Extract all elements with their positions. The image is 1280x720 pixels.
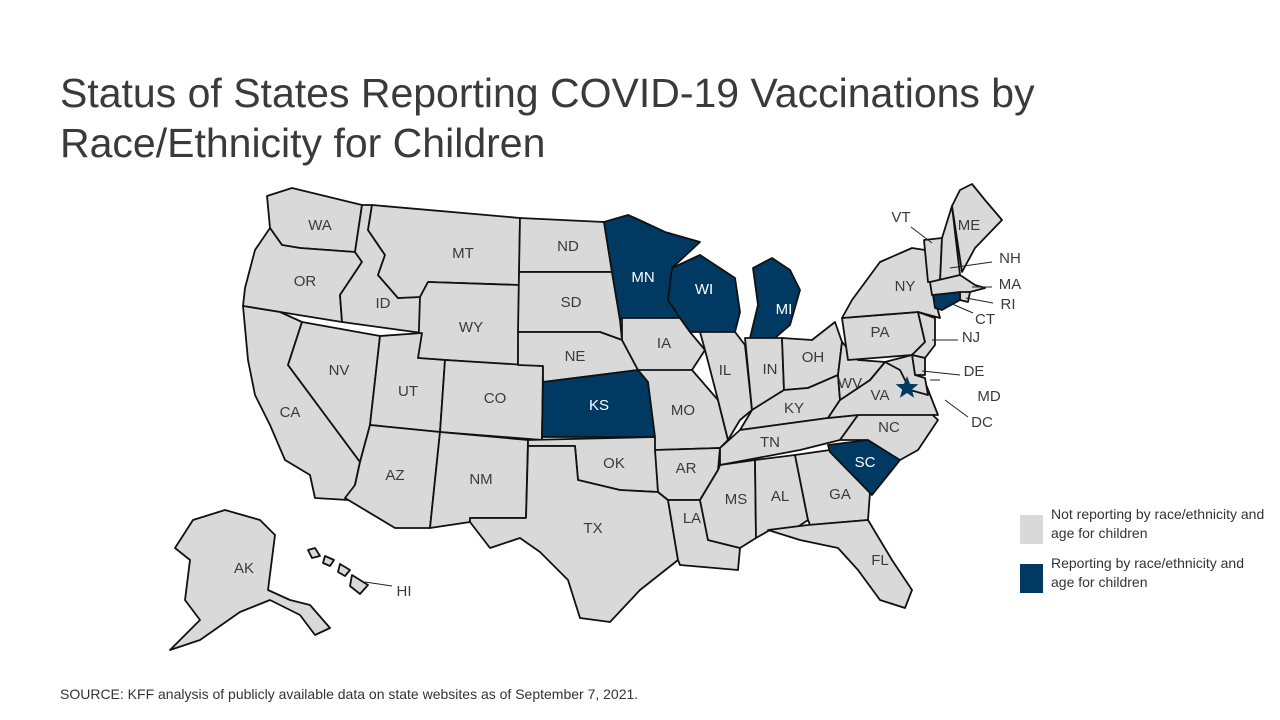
legend-label-not-reporting: Not reporting by race/ethnicity and age …: [1051, 506, 1265, 541]
state-label-de: DE: [964, 363, 985, 380]
state-label-ar: AR: [676, 460, 697, 477]
state-label-pa: PA: [871, 324, 890, 341]
state-mi: [749, 257, 801, 339]
state-label-il: IL: [719, 362, 732, 379]
state-label-tn: TN: [760, 434, 780, 451]
state-label-nv: NV: [329, 362, 350, 379]
state-label-nm: NM: [469, 471, 492, 488]
state-hi: [307, 547, 369, 595]
state-label-ak: AK: [234, 560, 254, 577]
source-note: SOURCE: KFF analysis of publicly availab…: [60, 686, 639, 702]
callout-line-ri: [965, 297, 994, 304]
state-il: [699, 331, 753, 441]
state-label-ri: RI: [1001, 296, 1016, 313]
state-label-wy: WY: [459, 319, 483, 336]
legend-swatch-reporting: [1020, 564, 1043, 593]
state-label-ma: MA: [999, 276, 1022, 293]
state-label-mi: MI: [776, 301, 793, 318]
state-ma: [929, 274, 986, 296]
state-label-or: OR: [294, 273, 317, 290]
state-tx: [469, 445, 679, 623]
state-label-in: IN: [763, 361, 778, 378]
state-label-vt: VT: [891, 209, 910, 226]
state-label-tx: TX: [583, 520, 602, 537]
callout-line-de: [921, 370, 961, 376]
state-label-oh: OH: [802, 349, 825, 366]
state-label-sd: SD: [561, 294, 582, 311]
state-label-md: MD: [977, 388, 1000, 405]
state-label-ok: OK: [603, 455, 625, 472]
state-label-nh: NH: [999, 250, 1021, 267]
state-label-ms: MS: [725, 491, 748, 508]
legend-label-reporting: Reporting by race/ethnicity and age for …: [1051, 555, 1244, 590]
state-label-ut: UT: [398, 383, 418, 400]
dc-star-marker: [895, 376, 919, 398]
legend-item-reporting: Reporting by race/ethnicity and age for …: [1020, 554, 1270, 593]
state-label-dc: DC: [971, 414, 993, 431]
state-vt: [923, 237, 943, 283]
state-label-ny: NY: [895, 278, 916, 295]
state-label-me: ME: [958, 217, 981, 234]
state-label-ia: IA: [657, 335, 671, 352]
state-label-mt: MT: [452, 245, 474, 262]
state-label-mo: MO: [671, 402, 695, 419]
callout-line-dc: [944, 399, 969, 418]
state-label-az: AZ: [385, 467, 404, 484]
state-label-hi: HI: [397, 583, 412, 600]
state-label-va: VA: [871, 387, 890, 404]
state-label-ks: KS: [589, 397, 609, 414]
legend-item-not-reporting: Not reporting by race/ethnicity and age …: [1020, 505, 1270, 544]
callout-line-hi: [364, 581, 393, 587]
state-label-mn: MN: [631, 269, 654, 286]
state-label-al: AL: [771, 488, 789, 505]
state-label-la: LA: [683, 510, 701, 527]
state-label-sc: SC: [855, 454, 876, 471]
legend-swatch-not-reporting: [1020, 515, 1043, 544]
state-label-ca: CA: [280, 404, 301, 421]
state-label-id: ID: [376, 295, 391, 312]
state-label-nd: ND: [557, 238, 579, 255]
state-label-nc: NC: [878, 419, 900, 436]
state-ri: [959, 291, 971, 303]
state-label-co: CO: [484, 390, 507, 407]
callout-line-ct: [949, 302, 974, 314]
state-label-wi: WI: [695, 281, 713, 298]
state-label-ky: KY: [784, 400, 804, 417]
state-fl: [767, 519, 913, 609]
state-me: [951, 183, 1003, 273]
callout-line-vt: [910, 226, 933, 244]
callout-line-nh: [949, 261, 993, 269]
page-title: Status of States Reporting COVID-19 Vacc…: [60, 70, 1035, 166]
state-label-wv: WV: [838, 375, 862, 392]
state-ct: [932, 291, 961, 311]
state-label-ct: CT: [975, 311, 995, 328]
legend: Not reporting by race/ethnicity and age …: [1020, 505, 1270, 603]
state-label-ga: GA: [829, 486, 851, 503]
state-label-fl: FL: [871, 552, 889, 569]
state-label-ne: NE: [565, 348, 586, 365]
state-label-wa: WA: [308, 217, 332, 234]
state-ak: [169, 509, 331, 651]
state-label-nj: NJ: [962, 329, 980, 346]
